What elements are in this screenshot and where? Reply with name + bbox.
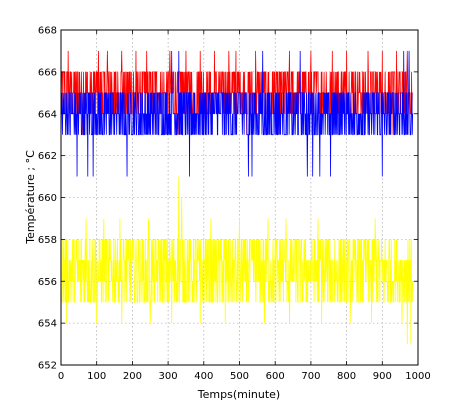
x-tick-label: 700 xyxy=(301,371,320,382)
x-tick-label: 300 xyxy=(159,371,178,382)
axis-ticks: 0 100 200 300 400 500 600 700 800 900 1000 652 654 65… xyxy=(38,26,431,383)
y-tick-label: 666 xyxy=(38,67,57,78)
series-line-3 xyxy=(60,176,414,345)
series-line-2 xyxy=(60,50,414,177)
y-tick-label: 660 xyxy=(38,193,57,204)
y-tick-label: 658 xyxy=(38,235,57,246)
y-tick-label: 652 xyxy=(38,361,57,372)
y-tick-label: 654 xyxy=(38,319,57,330)
y-tick-label: 662 xyxy=(38,151,57,162)
y-tick-label: 664 xyxy=(38,109,57,120)
x-tick-label: 500 xyxy=(230,371,249,382)
y-tick-label: 668 xyxy=(38,26,57,37)
x-tick-label: 100 xyxy=(87,371,106,382)
x-tick-label: 0 xyxy=(58,371,64,382)
x-tick-label: 1000 xyxy=(405,371,430,382)
y-axis-label: Température ; °C xyxy=(24,150,37,245)
y-tick-label: 656 xyxy=(38,277,57,288)
x-tick-label: 800 xyxy=(337,371,356,382)
x-tick-label: 200 xyxy=(123,371,142,382)
x-tick-label: 900 xyxy=(373,371,392,382)
x-tick-label: 400 xyxy=(194,371,213,382)
x-axis-label: Temps(minute) xyxy=(197,388,280,401)
x-tick-label: 600 xyxy=(266,371,285,382)
series-group xyxy=(60,50,414,345)
